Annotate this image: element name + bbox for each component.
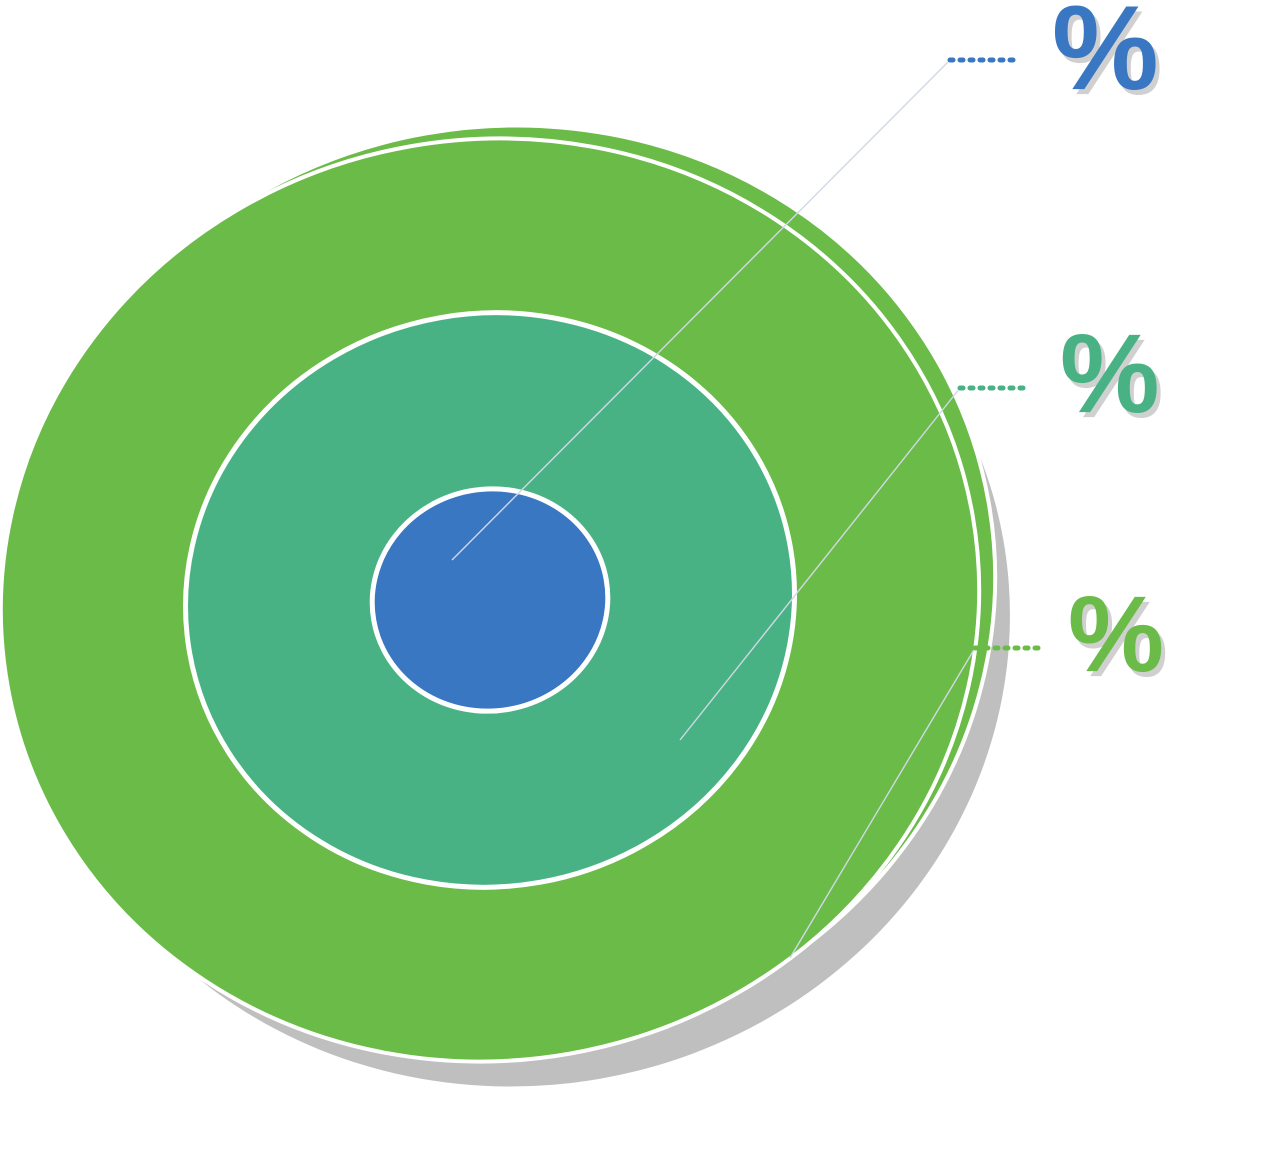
target-disc xyxy=(0,47,1083,1165)
middle-ring-percent-label: % xyxy=(1060,318,1156,430)
outer-ring-percent-label: % xyxy=(1068,580,1160,688)
chart-stage: % % % xyxy=(0,0,1280,1165)
inner-ring-percent-label: % xyxy=(1052,0,1155,108)
